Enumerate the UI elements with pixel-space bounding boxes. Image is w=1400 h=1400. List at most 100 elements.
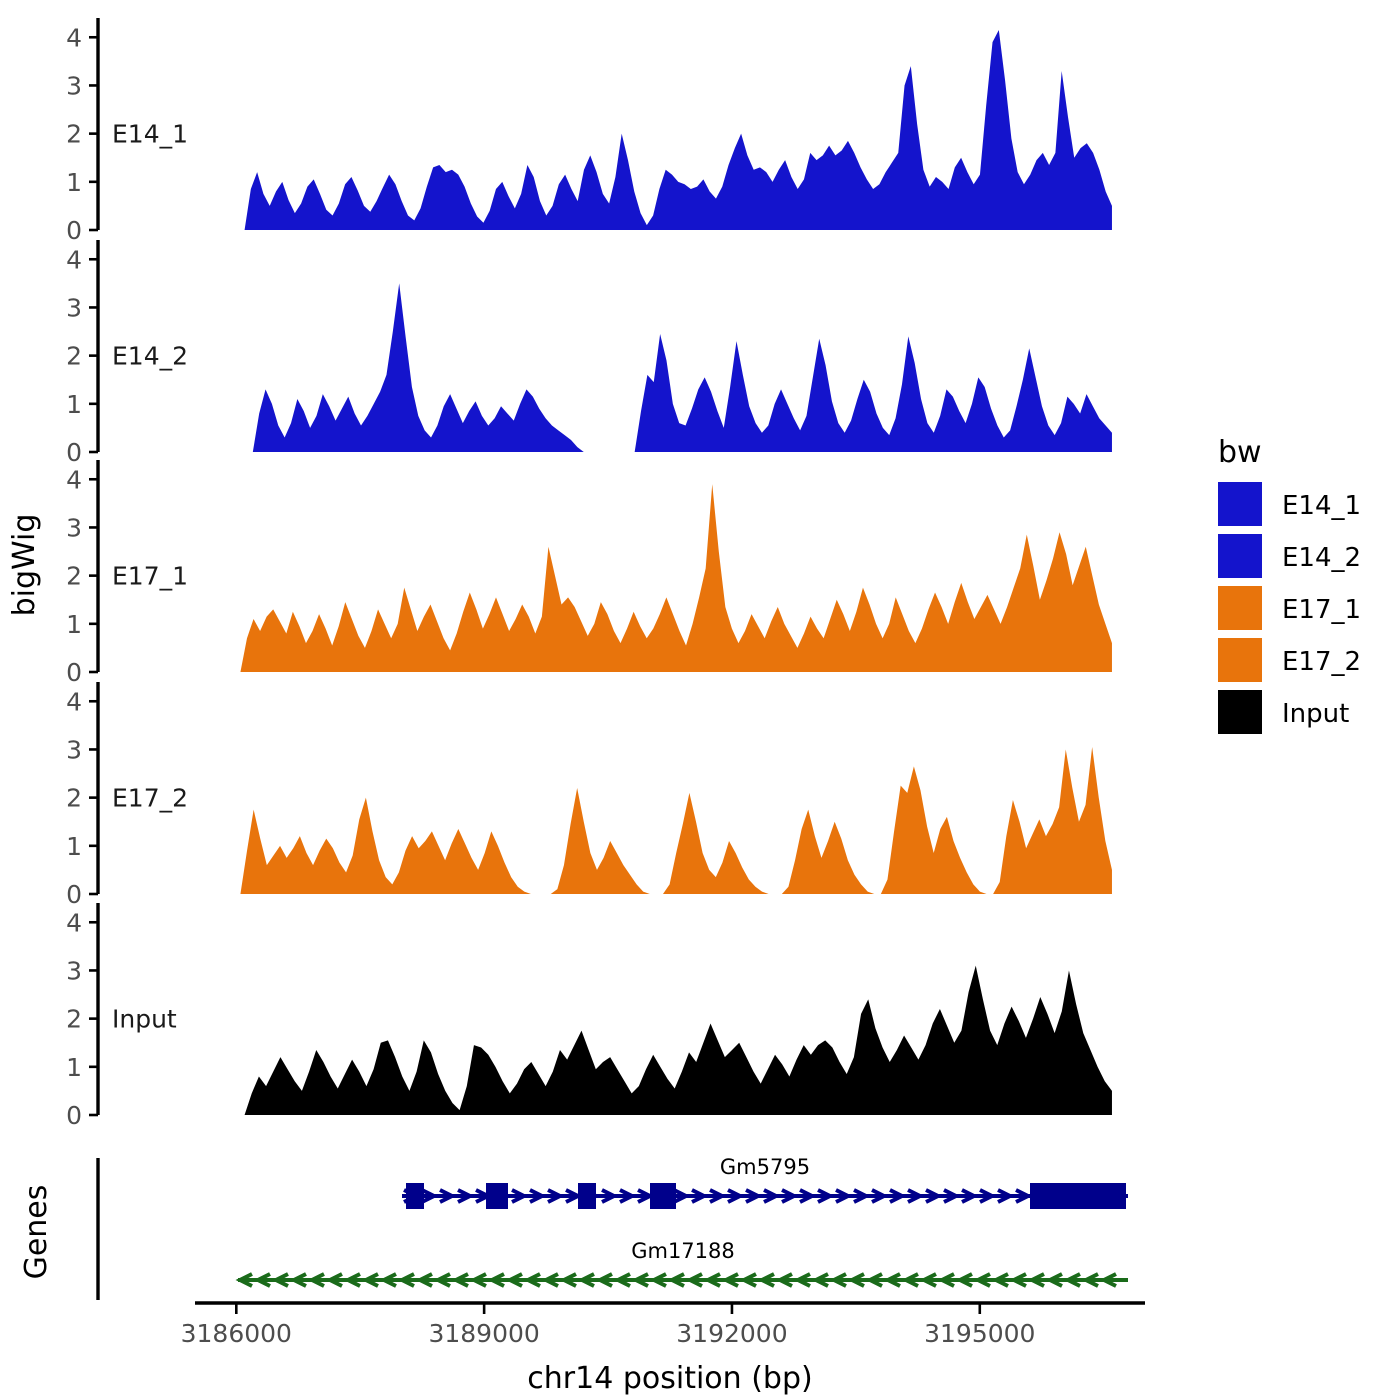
y-tick-label: 1 [66,832,82,861]
gene-gm17188-strand-arrow-icon [325,1272,343,1288]
gene-gm17188-strand-arrow-icon [1063,1272,1081,1288]
gene-gm17188-strand-arrow-icon [1081,1272,1099,1288]
y-tick-label: 0 [66,216,82,245]
gene-gm5795-exon-3 [578,1183,596,1209]
legend-swatch-input[interactable] [1218,690,1262,734]
gene-gm17188-strand-arrow-icon [433,1272,451,1288]
y-tick-label: 4 [66,908,82,937]
gene-gm17188-strand-arrow-icon [775,1272,793,1288]
gene-label-gm5795: Gm5795 [720,1155,810,1179]
y-tick-label: 2 [66,784,82,813]
x-axis-title: chr14 position (bp) [527,1361,812,1396]
gene-gm17188-strand-arrow-icon [397,1272,415,1288]
y-tick-label: 1 [66,390,82,419]
gene-gm17188-strand-arrow-icon [667,1272,685,1288]
gene-gm17188-strand-arrow-icon [649,1272,667,1288]
gene-gm17188-strand-arrow-icon [937,1272,955,1288]
gene-gm17188-strand-arrow-icon [793,1272,811,1288]
gene-gm17188-strand-arrow-icon [703,1272,721,1288]
gene-gm17188-strand-arrow-icon [685,1272,703,1288]
track-panel-e17_2: 0 1 2 3 4 E17_2 [66,682,1112,909]
legend-swatch-e17_1[interactable] [1218,586,1262,630]
gene-gm5795-strand-arrow-icon [421,1188,439,1204]
gene-gm17188-strand-arrow-icon [955,1272,973,1288]
y-tick-label: 4 [66,687,82,716]
legend-swatch-e17_2[interactable] [1218,638,1262,682]
gene-gm5795-strand-arrow-icon [619,1188,637,1204]
y-tick-label: 3 [66,735,82,764]
track-panel-e17_1: 0 1 2 3 4 E17_1 [66,460,1112,687]
gene-gm17188-strand-arrow-icon [523,1272,541,1288]
gene-gm5795-strand-arrow-icon [547,1188,565,1204]
x-axis: 3186000 3189000 3192000 3195000 chr14 positi… [181,1301,1145,1396]
gene-gm5795-strand-arrow-icon [799,1188,817,1204]
gene-gm17188-strand-arrow-icon [919,1272,937,1288]
track-label-e14_2: E14_2 [112,342,188,371]
y-tick-label: 0 [66,438,82,467]
y-tick-label: 3 [66,71,82,100]
gene-gm5795-strand-arrow-icon [781,1188,799,1204]
gene-gm5795-strand-arrow-icon [1015,1188,1033,1204]
gene-gm17188-strand-arrow-icon [253,1272,271,1288]
gene-gm17188-strand-arrow-icon [379,1272,397,1288]
gene-gm17188-strand-arrow-icon [811,1272,829,1288]
gene-gm5795-strand-arrow-icon [961,1188,979,1204]
gene-gm17188-strand-arrow-icon [559,1272,577,1288]
gene-gm17188-strand-arrow-icon [829,1272,847,1288]
gene-gm17188-strand-arrow-icon [415,1272,433,1288]
y-tick-label: 2 [66,120,82,149]
gene-gm5795-exon-2 [486,1183,508,1209]
gene-gm5795-strand-arrow-icon [817,1188,835,1204]
gene-gm17188-strand-arrow-icon [361,1272,379,1288]
gene-gm17188-strand-arrow-icon [343,1272,361,1288]
gene-gm17188-strand-arrow-icon [883,1272,901,1288]
legend-swatch-e14_1[interactable] [1218,482,1262,526]
track-label-e14_1: E14_1 [112,120,188,149]
y-tick-label: 0 [66,1101,82,1130]
gene-gm17188-strand-arrow-icon [487,1272,505,1288]
legend-swatch-e14_2[interactable] [1218,534,1262,578]
legend: bw E14_1 E14_2 E17_1 E17_2 Input [1218,435,1361,734]
gene-gm17188-strand-arrow-icon [1045,1272,1063,1288]
gene-gm17188-strand-arrow-icon [757,1272,775,1288]
x-tick-label: 3189000 [428,1319,539,1348]
gene-gm5795-strand-arrow-icon [907,1188,925,1204]
gene-gm17188-strand-arrow-icon [271,1272,289,1288]
y-tick-label: 4 [66,465,82,494]
gene-gm5795-strand-arrow-icon [673,1188,691,1204]
gene-gm17188-strand-arrow-icon [901,1272,919,1288]
gene-gm17188[interactable]: Gm17188 [235,1239,1128,1288]
gene-gm17188-strand-arrow-icon [865,1272,883,1288]
track-panel-e14_2: 0 1 2 3 4 E14_2 [66,240,1112,467]
gene-gm17188-strand-arrow-icon [1027,1272,1045,1288]
gene-gm17188-strand-arrow-icon [289,1272,307,1288]
legend-label-e17_1: E17_1 [1282,595,1361,625]
gene-gm17188-strand-arrow-icon [721,1272,739,1288]
y-tick-label: 2 [66,342,82,371]
genes-panel: Genes [19,1158,100,1300]
gene-gm17188-strand-arrow-icon [739,1272,757,1288]
gene-gm5795-strand-arrow-icon [997,1188,1015,1204]
x-tick-label: 3192000 [676,1319,787,1348]
gene-gm17188-strand-arrow-icon [973,1272,991,1288]
legend-label-e14_2: E14_2 [1282,543,1361,573]
y-tick-label: 3 [66,956,82,985]
track-label-input: Input [112,1005,177,1034]
track-label-e17_1: E17_1 [112,562,188,591]
gene-gm17188-strand-arrow-icon [991,1272,1009,1288]
x-tick-label: 3186000 [181,1319,292,1348]
signal-area-e17_2 [240,747,1112,894]
gene-gm17188-strand-arrow-icon [505,1272,523,1288]
legend-label-e17_2: E17_2 [1282,647,1361,677]
y-tick-label: 2 [66,1005,82,1034]
track-label-e17_2: E17_2 [112,784,188,813]
gene-gm5795-strand-arrow-icon [529,1188,547,1204]
gene-gm5795-strand-arrow-icon [691,1188,709,1204]
gene-gm5795[interactable]: Gm5795 [402,1155,1128,1209]
genes-axis-title: Genes [19,1185,54,1280]
gene-gm17188-strand-arrow-icon [469,1272,487,1288]
track-panel-input: 0 1 2 3 4 Input [66,903,1112,1130]
signal-area-input [244,965,1112,1115]
